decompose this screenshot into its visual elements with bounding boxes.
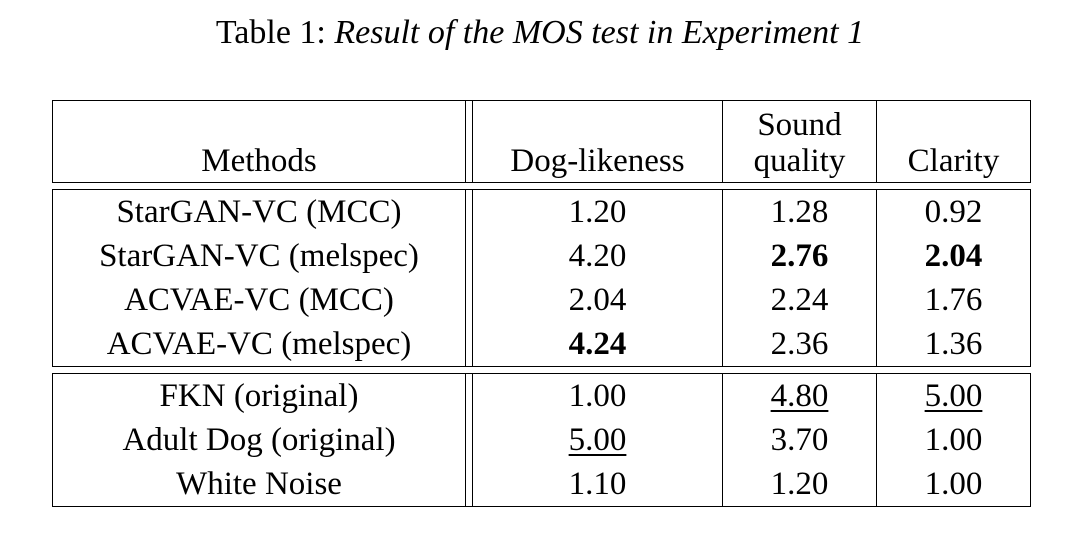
cell-method: FKN (original) (52, 373, 466, 418)
cell-clarity: 1.76 (876, 278, 1031, 322)
table-row: StarGAN-VC (melspec) 4.20 2.76 2.04 (52, 234, 1031, 278)
cell-dog-likeness: 1.10 (472, 462, 723, 507)
best-value: 4.24 (568, 326, 627, 362)
cell-dog-likeness: 4.24 (472, 322, 723, 367)
header-separator (465, 100, 473, 183)
header-dog-likeness: Dog-likeness (472, 100, 723, 183)
cell-dog-likeness: 5.00 (472, 418, 723, 462)
cell-separator (465, 373, 473, 418)
table-caption: Table 1: Result of the MOS test in Exper… (0, 13, 1080, 53)
cell-dog-likeness: 1.20 (472, 189, 723, 234)
cell-separator (465, 234, 473, 278)
reference-value: 5.00 (924, 378, 983, 414)
cell-dog-likeness: 1.00 (472, 373, 723, 418)
cell-separator (465, 322, 473, 367)
cell-separator (465, 418, 473, 462)
cell-method: Adult Dog (original) (52, 418, 466, 462)
header-gap (53, 183, 1031, 190)
table-row: StarGAN-VC (MCC) 1.20 1.28 0.92 (52, 189, 1031, 234)
cell-sound-quality: 1.28 (722, 189, 877, 234)
cell-method: White Noise (52, 462, 466, 507)
header-sound-quality: Sound quality (722, 100, 877, 183)
table-header-row: Methods Dog-likeness Sound quality Clari… (52, 100, 1031, 183)
table-row: White Noise 1.10 1.20 1.00 (52, 462, 1031, 507)
header-sound-quality-line1: Sound (757, 107, 842, 143)
cell-separator (465, 278, 473, 322)
caption-prefix: Table 1: (215, 14, 326, 51)
table-row: Adult Dog (original) 5.00 3.70 1.00 (52, 418, 1031, 462)
table-row: FKN (original) 1.00 4.80 5.00 (52, 373, 1031, 418)
cell-method: StarGAN-VC (melspec) (52, 234, 466, 278)
cell-clarity: 0.92 (876, 189, 1031, 234)
mos-results-table: Methods Dog-likeness Sound quality Clari… (52, 100, 1031, 507)
cell-sound-quality: 4.80 (722, 373, 877, 418)
cell-sound-quality: 2.24 (722, 278, 877, 322)
cell-clarity: 1.00 (876, 418, 1031, 462)
reference-value: 5.00 (568, 422, 627, 458)
cell-clarity: 1.00 (876, 462, 1031, 507)
cell-dog-likeness: 4.20 (472, 234, 723, 278)
cell-separator (465, 189, 473, 234)
group-gap (53, 367, 1031, 374)
cell-clarity: 1.36 (876, 322, 1031, 367)
header-clarity: Clarity (876, 100, 1031, 183)
table-row: ACVAE-VC (melspec) 4.24 2.36 1.36 (52, 322, 1031, 367)
cell-dog-likeness: 2.04 (472, 278, 723, 322)
cell-clarity: 2.04 (876, 234, 1031, 278)
cell-sound-quality: 3.70 (722, 418, 877, 462)
cell-method: ACVAE-VC (melspec) (52, 322, 466, 367)
header-methods: Methods (52, 100, 466, 183)
cell-method: StarGAN-VC (MCC) (52, 189, 466, 234)
best-value: 2.04 (924, 238, 983, 274)
cell-sound-quality: 2.76 (722, 234, 877, 278)
table-row: ACVAE-VC (MCC) 2.04 2.24 1.76 (52, 278, 1031, 322)
caption-title: Result of the MOS test in Experiment 1 (334, 14, 865, 51)
cell-separator (465, 462, 473, 507)
reference-value: 4.80 (770, 378, 829, 414)
header-sound-quality-line2: quality (753, 143, 846, 179)
best-value: 2.76 (770, 238, 829, 274)
cell-sound-quality: 1.20 (722, 462, 877, 507)
cell-method: ACVAE-VC (MCC) (52, 278, 466, 322)
cell-clarity: 5.00 (876, 373, 1031, 418)
cell-sound-quality: 2.36 (722, 322, 877, 367)
